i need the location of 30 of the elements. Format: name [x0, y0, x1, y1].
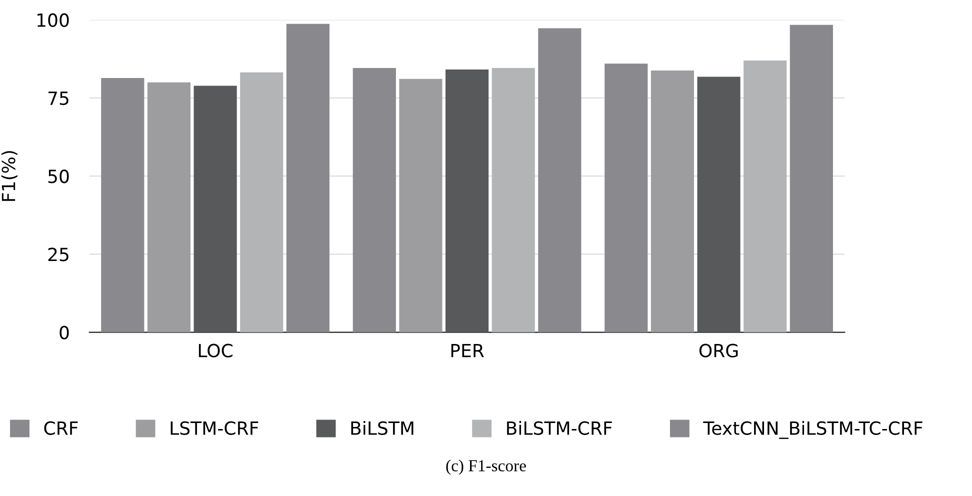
x-tick-label: PER: [451, 344, 484, 358]
legend-label: BiLSTM-CRF: [507, 420, 612, 435]
legend-label: TextCNN_BiLSTM-TC-CRF: [703, 420, 922, 439]
y-axis-title: F1(%): [1, 151, 18, 201]
bar: [650, 70, 694, 332]
y-tick-label: 25: [48, 248, 68, 262]
bar: [538, 28, 582, 332]
bar: [399, 78, 442, 332]
bar: [147, 82, 191, 332]
bar: [697, 76, 740, 332]
bar: [492, 68, 535, 332]
legend-label: LSTM-CRF: [170, 421, 258, 435]
y-tick-label: 75: [48, 92, 68, 106]
bar: [240, 72, 284, 332]
bar: [604, 64, 648, 332]
y-tick-label: 50: [48, 170, 69, 184]
y-tick-label: 0: [60, 326, 69, 340]
legend-label: CRF: [44, 421, 78, 435]
y-tick-label: 100: [38, 13, 69, 27]
legend-label: BiLSTM: [351, 420, 414, 435]
bar: [194, 86, 237, 332]
text: (c) F1-score: [446, 460, 526, 475]
bar: [286, 24, 330, 332]
bar: [101, 78, 144, 332]
bar: [446, 70, 489, 332]
x-tick-label: ORG: [699, 344, 738, 358]
bar: [790, 24, 833, 332]
bar: [352, 68, 396, 332]
x-tick-label: LOC: [198, 344, 232, 358]
bar: [744, 60, 787, 332]
